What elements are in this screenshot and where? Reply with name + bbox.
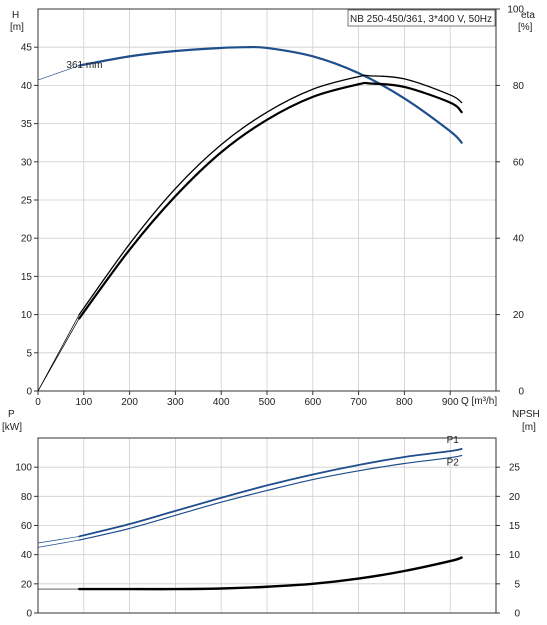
- p1-extension-line: [37, 536, 80, 544]
- efficiency-upper-curve: [78, 74, 463, 316]
- head-efficiency-series: [37, 45, 463, 392]
- x-tick-label: 500: [259, 397, 276, 408]
- x-tick-label: 600: [304, 397, 321, 408]
- efficiency-tick-label: 0: [518, 387, 524, 398]
- efficiency-axis-label: eta: [521, 10, 535, 21]
- head-tick-label: 40: [21, 81, 33, 92]
- x-tick-label: 400: [213, 397, 230, 408]
- head-tick-label: 35: [21, 119, 33, 130]
- npsh-tick-label: 10: [509, 550, 521, 561]
- npsh-axis-unit: [m]: [522, 422, 536, 433]
- power-npsh-series: [37, 448, 463, 591]
- power-axis-label: P: [8, 409, 15, 420]
- efficiency-upper-extension-line: [37, 314, 80, 392]
- efficiency-tick-label: 20: [513, 310, 525, 321]
- efficiency-axis-unit: [%]: [518, 22, 533, 33]
- efficiency-tick-label: 100: [507, 5, 524, 16]
- head-tick-label: 15: [21, 272, 33, 283]
- x-tick-label: 300: [167, 397, 184, 408]
- npsh-tick-label: 0: [514, 609, 520, 620]
- head-efficiency-panel: 0 5 10 15 20 25 30 35 40 45 0 20 40 60 80 100 0 100 200 3…: [10, 5, 535, 409]
- p2-series-label: P2: [447, 458, 460, 469]
- flow-axis-ticks: 0 100 200 300 400 500 600 700 800 900: [35, 391, 459, 408]
- head-tick-label: 10: [21, 310, 33, 321]
- efficiency-tick-label: 80: [513, 81, 525, 92]
- power-tick-label: 20: [21, 579, 33, 590]
- npsh-curve: [78, 556, 463, 591]
- power-axis-ticks: 0 20 40 60 80 100: [15, 463, 38, 620]
- power-tick-label: 60: [21, 521, 33, 532]
- power-tick-label: 40: [21, 550, 33, 561]
- npsh-tick-label: 15: [509, 521, 521, 532]
- chart-title: NB 250-450/361, 3*400 V, 50Hz: [350, 14, 492, 25]
- head-tick-label: 30: [21, 157, 33, 168]
- head-efficiency-grid: [37, 9, 496, 391]
- efficiency-tick-label: 60: [513, 157, 525, 168]
- p1-curve: [78, 448, 463, 538]
- efficiency-lower-curve: [78, 81, 463, 320]
- impeller-diameter-label: 361 mm: [66, 60, 102, 71]
- x-tick-label: 900: [442, 397, 459, 408]
- npsh-tick-label: 5: [514, 579, 520, 590]
- head-tick-label: 20: [21, 234, 33, 245]
- efficiency-axis-ticks: 0 20 40 60 80 100: [496, 5, 524, 398]
- head-tick-label: 25: [21, 196, 33, 207]
- head-extension-line: [37, 65, 80, 81]
- x-tick-label: 100: [75, 397, 92, 408]
- p1-series-label: P1: [447, 435, 460, 446]
- p2-extension-line: [37, 539, 80, 548]
- x-tick-label: 200: [121, 397, 138, 408]
- head-axis-label: H: [12, 10, 19, 21]
- p2-curve: [78, 454, 463, 541]
- npsh-tick-label: 25: [509, 463, 521, 474]
- head-tick-label: 45: [21, 43, 33, 54]
- head-tick-label: 5: [26, 348, 32, 359]
- power-tick-label: 80: [21, 492, 33, 503]
- power-tick-label: 100: [15, 463, 32, 474]
- head-curve: [78, 45, 463, 144]
- x-tick-label: 700: [350, 397, 367, 408]
- power-tick-label: 0: [26, 609, 32, 620]
- flow-axis-label: Q [m³/h]: [461, 396, 497, 407]
- head-axis-ticks: 0 5 10 15 20 25 30 35 40 45: [21, 43, 38, 398]
- head-axis-unit: [m]: [10, 22, 24, 33]
- x-tick-label: 800: [396, 397, 413, 408]
- efficiency-tick-label: 40: [513, 234, 525, 245]
- head-tick-label: 0: [26, 387, 32, 398]
- chart-title-box: [347, 9, 496, 27]
- power-axis-unit: [kW]: [2, 422, 22, 433]
- npsh-tick-label: 20: [509, 492, 521, 503]
- x-tick-label: 0: [35, 397, 41, 408]
- npsh-axis-ticks: 0 5 10 15 20 25: [496, 463, 520, 620]
- npsh-axis-label: NPSH: [512, 409, 540, 420]
